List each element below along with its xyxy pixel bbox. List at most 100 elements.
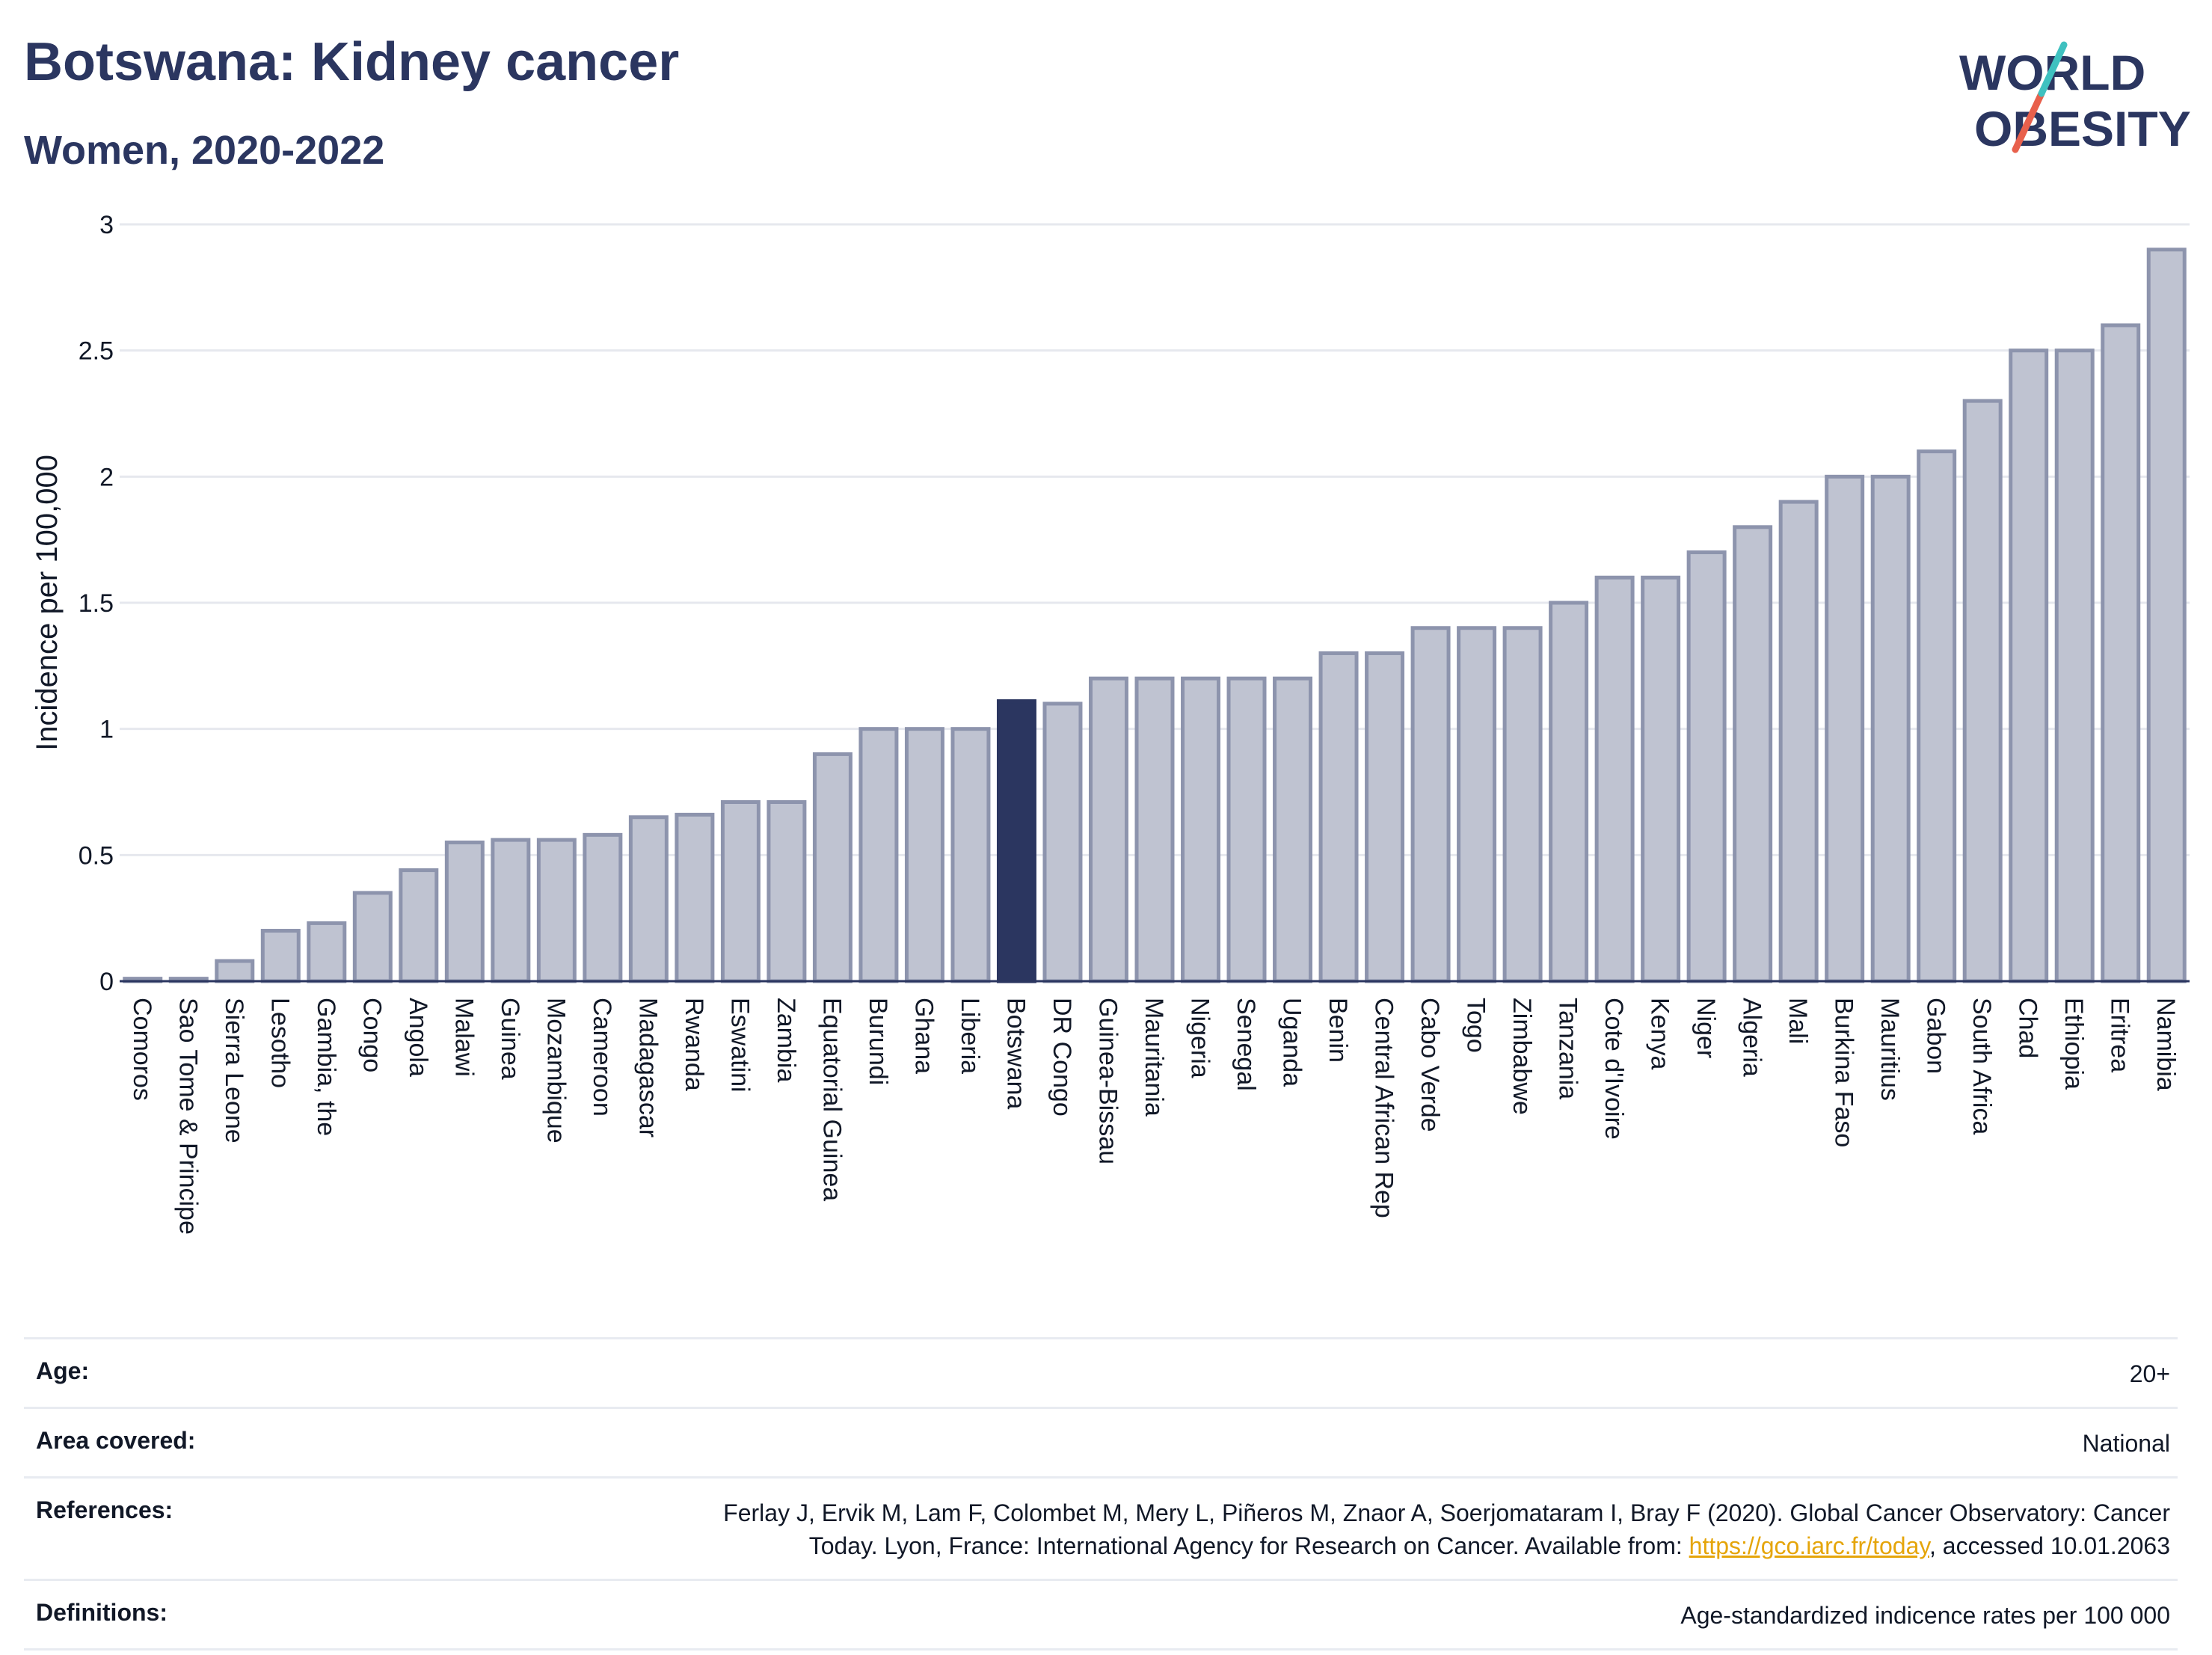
bar-kenya <box>1641 575 1681 983</box>
y-axis-label: Incidence per 100,000 <box>31 455 64 751</box>
meta-row-age: Age: 20+ <box>24 1337 2178 1407</box>
y-tick-label: 0.5 <box>79 841 114 870</box>
bar-sierra-leone <box>215 959 255 983</box>
x-tick-label: Burkina Faso <box>1830 998 1858 1147</box>
x-tick-label: Mozambique <box>541 998 570 1143</box>
x-tick-label: Uganda <box>1278 998 1306 1087</box>
bar-eswatini <box>720 799 761 983</box>
x-tick-label: Gabon <box>1922 998 1950 1074</box>
x-tick-label: Mauritius <box>1875 998 1904 1101</box>
y-tick-label: 1.5 <box>79 589 114 618</box>
x-tick-label: Comoros <box>128 998 156 1101</box>
bar-chart: 0 0.5 1 1.5 2 2.5 3 Incidence per 100,000 Comoro… <box>31 211 2190 1235</box>
x-tick-label: Niger <box>1692 998 1720 1058</box>
x-tick-label: Algeria <box>1738 998 1766 1077</box>
x-tick-label: Mauritania <box>1140 998 1168 1117</box>
bar-ethiopia <box>2054 348 2095 983</box>
x-tick-label: Ethiopia <box>2059 998 2088 1090</box>
bar-equatorial-guinea <box>812 752 852 983</box>
x-tick-label: Cote d'Ivoire <box>1600 998 1628 1140</box>
bar-zimbabwe <box>1502 626 1543 983</box>
chart-title: Botswana: Kidney cancer <box>24 32 680 92</box>
x-tick-label: Benin <box>1324 998 1352 1063</box>
bar-dr-congo <box>1042 701 1083 983</box>
age-value: 20+ <box>2129 1360 2170 1387</box>
references-label: References: <box>36 1496 173 1523</box>
bar-south-africa <box>1962 399 2003 983</box>
bar-niger <box>1686 550 1727 983</box>
bar-madagascar <box>628 815 669 983</box>
bar-algeria <box>1733 525 1773 983</box>
chart-subtitle: Women, 2020-2022 <box>24 128 385 173</box>
x-tick-label: Tanzania <box>1554 998 1582 1099</box>
x-tick-label: Nigeria <box>1186 998 1214 1078</box>
bar-burkina-faso <box>1825 474 1865 983</box>
x-tick-label: Namibia <box>2151 998 2180 1091</box>
bar-lesotho <box>260 929 301 983</box>
bar-mauritania <box>1134 676 1175 983</box>
x-tick-label: Central African Rep <box>1370 998 1398 1218</box>
references-value: Ferlay J, Ervik M, Lam F, Colombet M, Me… <box>723 1496 2170 1562</box>
x-tick-label: Lesotho <box>265 998 294 1088</box>
x-tick-label: Mali <box>1784 998 1812 1044</box>
x-tick-label: Madagascar <box>633 998 662 1137</box>
bar-ghana <box>904 727 944 983</box>
bar-gambia-the <box>307 921 347 983</box>
x-tick-label: Togo <box>1462 998 1490 1053</box>
age-label: Age: <box>36 1357 90 1384</box>
logo-line2: OBESITY <box>1974 101 2191 156</box>
bar-botswana <box>996 699 1036 983</box>
bar-cameroon <box>583 832 623 983</box>
bar-chad <box>2009 348 2049 983</box>
x-tick-label: Liberia <box>956 998 984 1074</box>
meta-row-definitions: Definitions: Age-standardized indicence … <box>24 1579 2178 1651</box>
bar-cote-d-ivoire <box>1594 575 1635 983</box>
bar-nigeria <box>1181 676 1221 983</box>
x-tick-label: Equatorial Guinea <box>817 998 846 1201</box>
x-tick-label: Eritrea <box>2106 998 2134 1072</box>
y-tick-label: 3 <box>99 211 114 239</box>
bar-mauritius <box>1870 474 1911 983</box>
y-tick-label: 1 <box>99 716 114 744</box>
references-line1: Ferlay J, Ervik M, Lam F, Colombet M, Me… <box>723 1499 2170 1526</box>
area-label: Area covered: <box>36 1427 196 1454</box>
x-tick-label: Sierra Leone <box>220 998 248 1143</box>
x-tick-label: Angola <box>404 998 432 1077</box>
references-link[interactable]: https://gco.iarc.fr/today <box>1689 1532 1929 1559</box>
x-tick-label: South Africa <box>1967 998 1996 1134</box>
bar-mali <box>1778 500 1819 983</box>
bar-togo <box>1457 626 1497 983</box>
bar-mozambique <box>536 838 577 983</box>
bar-senegal <box>1226 676 1267 983</box>
y-tick-label: 0 <box>99 968 114 996</box>
definitions-label: Definitions: <box>36 1599 168 1626</box>
x-tick-label: Congo <box>357 998 386 1072</box>
bar-liberia <box>950 727 991 983</box>
definitions-value: Age-standardized indicence rates per 100… <box>1680 1602 2170 1629</box>
meta-row-references: References: Ferlay J, Ervik M, Lam F, Co… <box>24 1476 2178 1579</box>
x-tick-label: DR Congo <box>1048 998 1076 1117</box>
bar-guinea-bissau <box>1088 676 1128 983</box>
bar-benin <box>1318 651 1359 983</box>
bar-rwanda <box>675 812 715 983</box>
bar-namibia <box>2146 248 2187 983</box>
x-tick-label: Rwanda <box>680 998 708 1091</box>
bar-congo <box>352 891 393 983</box>
y-tick-label: 2 <box>99 463 114 491</box>
x-tick-label: Cameroon <box>588 998 616 1117</box>
bar-malawi <box>444 840 485 983</box>
x-tick-label: Sao Tome & Principe <box>173 998 202 1235</box>
x-tick-label: Guinea <box>496 998 524 1080</box>
y-tick-label: 2.5 <box>79 337 114 366</box>
meta-row-area: Area covered: National <box>24 1407 2178 1476</box>
x-tick-label: Eswatini <box>725 998 754 1093</box>
references-line2-pre: Today. Lyon, France: International Agenc… <box>808 1532 1689 1559</box>
bar-burundi <box>858 727 899 983</box>
x-tick-label: Burundi <box>864 998 892 1085</box>
world-obesity-logo: WORLD OBESITY <box>1959 41 2191 156</box>
area-value: National <box>2082 1430 2170 1457</box>
x-tick-label: Senegal <box>1232 998 1260 1091</box>
bar-uganda <box>1273 676 1313 983</box>
references-line2-post: , accessed 10.01.2063 <box>1929 1532 2170 1559</box>
x-tick-label: Ghana <box>909 998 938 1074</box>
